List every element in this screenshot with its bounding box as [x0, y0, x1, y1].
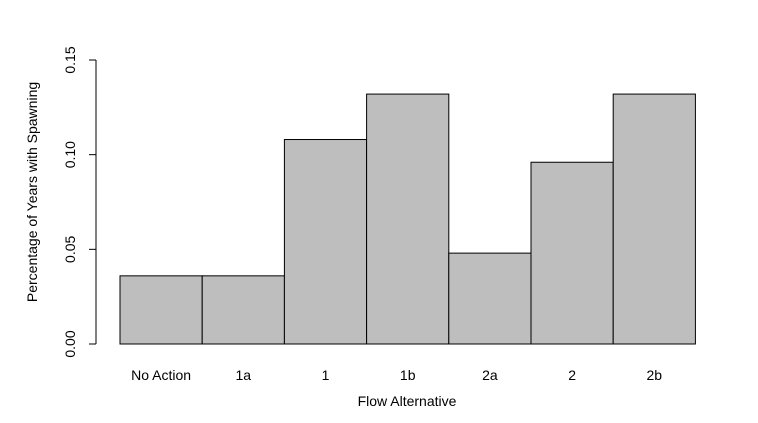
- x-axis-title: Flow Alternative: [358, 393, 457, 409]
- y-tick-label: 0.05: [62, 235, 78, 262]
- x-tick-label: No Action: [131, 367, 191, 383]
- x-tick-label: 1b: [400, 367, 416, 383]
- y-tick-label: 0.10: [62, 141, 78, 168]
- x-axis-labels: No Action 1a 1 1b 2a 2 2b: [131, 367, 662, 383]
- bar-1a: [201, 275, 285, 345]
- x-tick-label: 1a: [236, 367, 252, 383]
- bar-2: [530, 161, 614, 345]
- x-tick-label: 1: [322, 367, 330, 383]
- y-axis-title: Percentage of Years with Spawning: [24, 82, 40, 302]
- y-tick-label: 0.15: [62, 46, 78, 73]
- y-axis: 0.00 0.05 0.10 0.15: [62, 46, 97, 358]
- bar-no-action: [119, 275, 203, 345]
- bar-2a: [448, 252, 532, 345]
- bar-2b: [612, 93, 696, 345]
- bars-group: [119, 93, 696, 345]
- bar-1b: [366, 93, 450, 345]
- x-tick-label: 2a: [482, 367, 498, 383]
- x-tick-label: 2b: [647, 367, 663, 383]
- bar-1: [283, 139, 368, 345]
- y-tick-label: 0.00: [62, 330, 78, 357]
- x-tick-label: 2: [568, 367, 576, 383]
